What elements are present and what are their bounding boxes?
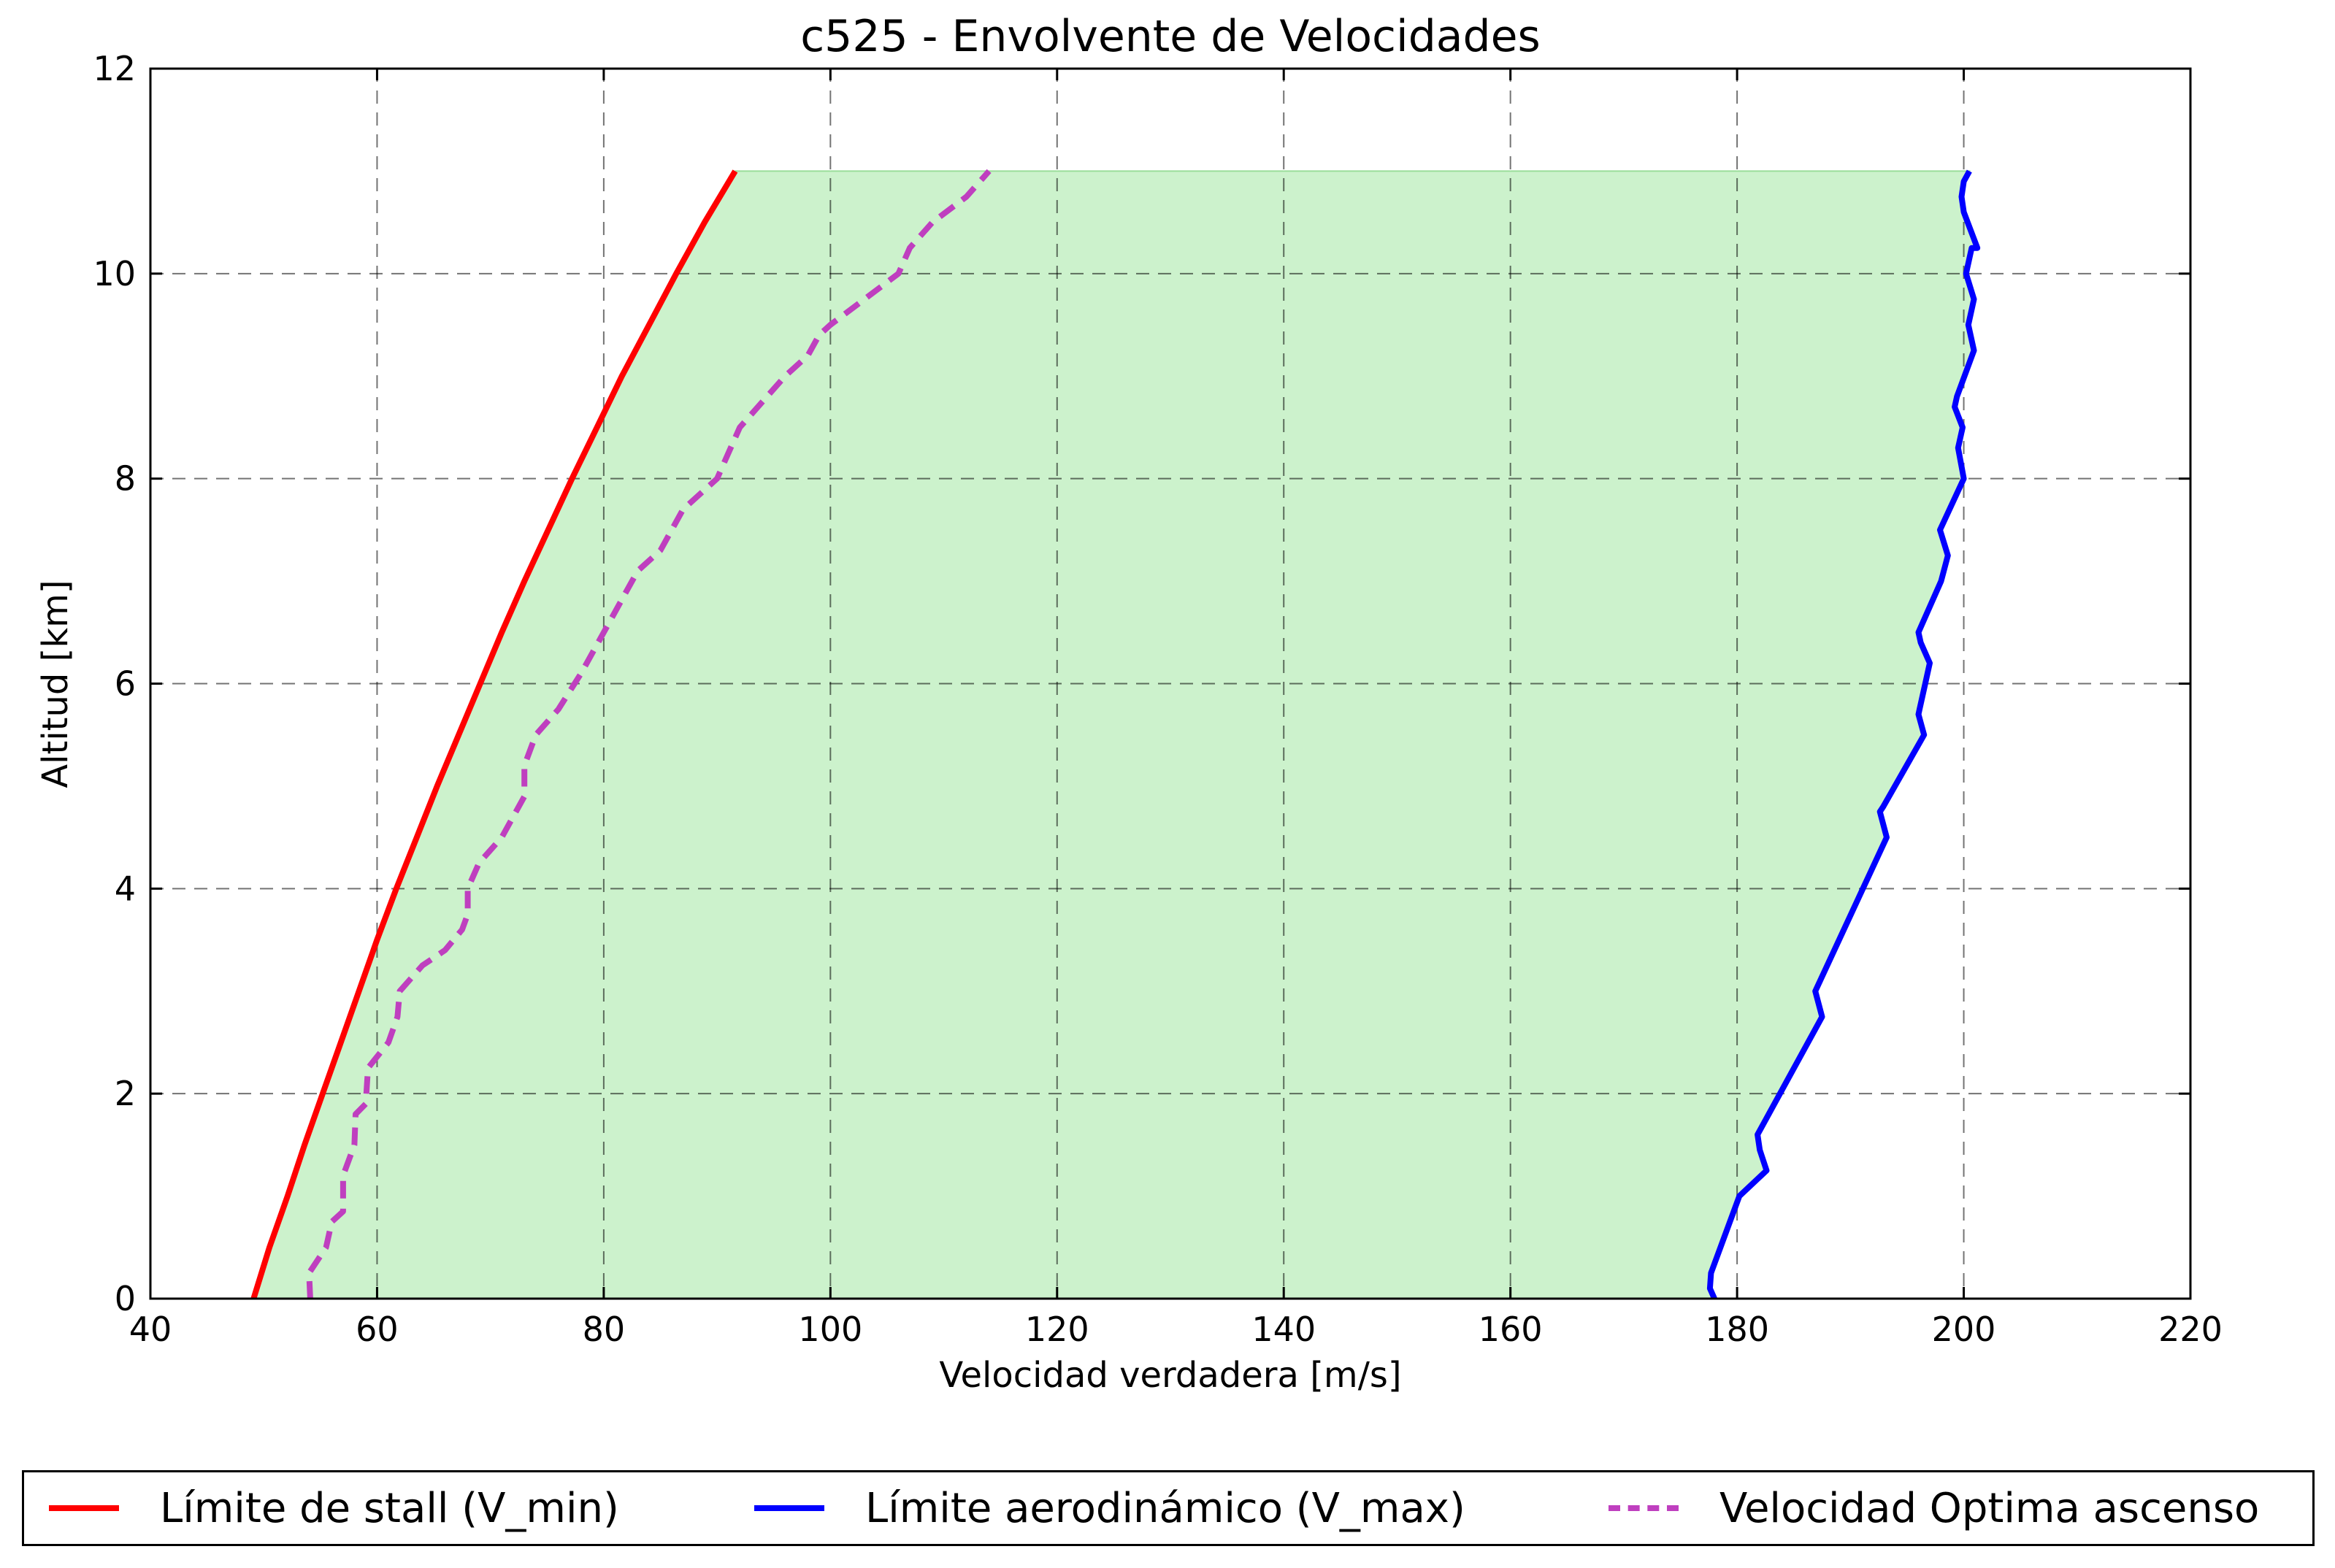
x-tick-label: 100: [798, 1310, 862, 1349]
y-tick-label: 6: [115, 664, 136, 704]
x-tick-label: 60: [356, 1310, 399, 1349]
legend-label-vmax: Límite aerodinámico (V_max): [865, 1484, 1465, 1532]
legend-label-optimal: Velocidad Optima ascenso: [1719, 1484, 2260, 1532]
x-tick-label: 200: [1932, 1310, 1996, 1349]
legend-swatch-optimal: [1609, 1505, 1679, 1511]
series-line-1: [1706, 169, 1981, 1300]
y-tick-label: 12: [93, 49, 136, 88]
legend-item-vmin: Límite de stall (V_min): [49, 1472, 619, 1544]
legend-swatch-vmax: [754, 1505, 824, 1511]
y-tick-label: 2: [115, 1074, 136, 1113]
envelope-fill: [252, 170, 1979, 1299]
x-axis-label: Velocidad verdadera [m/s]: [939, 1355, 1401, 1396]
legend-swatch-vmin: [49, 1505, 119, 1511]
x-tick-label: 120: [1025, 1310, 1089, 1349]
series-lines: [250, 169, 1981, 1300]
series-line-0: [250, 169, 738, 1300]
grid: [150, 69, 2190, 1299]
legend: Límite de stall (V_min) Límite aerodinám…: [22, 1470, 2315, 1546]
envelope-fill-area: [252, 170, 1979, 1299]
y-tick-label: 8: [115, 459, 136, 499]
y-axis-label: Altitud [km]: [35, 580, 76, 788]
series-line-2: [306, 169, 992, 1299]
legend-label-vmin: Límite de stall (V_min): [160, 1484, 619, 1532]
x-tick-label: 40: [129, 1310, 172, 1349]
x-tick-label: 180: [1705, 1310, 1769, 1349]
axis-ticks: 40 60 80 100 120 140 160 180 200 220 0 2 4 6 8 10 12: [93, 49, 2222, 1349]
x-tick-label: 220: [2158, 1310, 2223, 1349]
y-tick-label: 10: [93, 254, 136, 293]
y-tick-label: 4: [115, 869, 136, 908]
legend-item-optimal: Velocidad Optima ascenso: [1609, 1472, 2259, 1544]
x-tick-label: 80: [583, 1310, 626, 1349]
x-tick-label: 140: [1251, 1310, 1316, 1349]
legend-item-vmax: Límite aerodinámico (V_max): [754, 1472, 1465, 1544]
y-tick-label: 0: [115, 1279, 136, 1318]
chart-title: c525 - Envolvente de Velocidades: [800, 11, 1541, 62]
x-tick-label: 160: [1479, 1310, 1543, 1349]
